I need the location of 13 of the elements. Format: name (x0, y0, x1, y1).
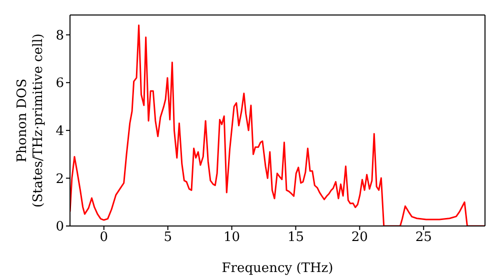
y-tick-label: 4 (56, 124, 64, 140)
x-tick-label: 5 (164, 230, 172, 246)
x-tick-label: 20 (351, 230, 368, 246)
y-axis-title: Phonon DOS (States/THz·primitive cell) (15, 33, 46, 208)
x-axis-title: Frequency (THz) (222, 261, 334, 276)
y-tick-label: 8 (56, 28, 64, 44)
y-tick-label: 2 (56, 172, 64, 187)
x-tick-label: 0 (100, 230, 108, 246)
x-tick-label: 15 (287, 230, 304, 246)
x-tick-label: 25 (415, 230, 432, 246)
y-tick-label: 6 (56, 76, 64, 92)
x-tick-label: 10 (224, 230, 240, 246)
y-tick-label: 0 (56, 220, 64, 235)
